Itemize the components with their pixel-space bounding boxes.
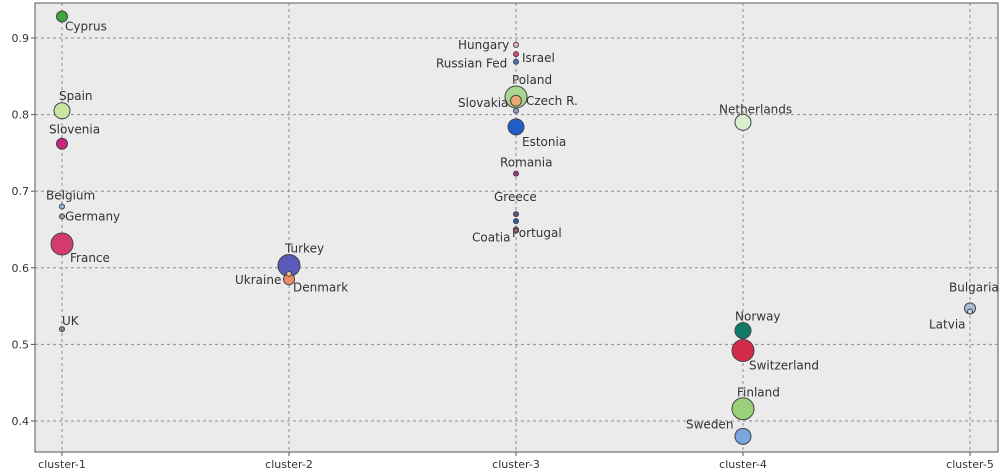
data-point (513, 107, 519, 114)
y-tick-label: 0.5 (12, 338, 30, 351)
data-point (734, 322, 752, 340)
point-label: Germany (65, 209, 120, 223)
point-label: Slovenia (49, 123, 100, 137)
data-point (734, 113, 752, 131)
data-point (734, 427, 752, 445)
data-point (59, 203, 65, 210)
point-label: Estonia (522, 135, 566, 149)
point-label: Ukraine (235, 273, 281, 287)
point-label: France (70, 251, 110, 265)
point-label: Sweden (686, 417, 733, 431)
data-point (731, 397, 755, 421)
point-label: Israel (522, 51, 555, 65)
data-point (513, 58, 519, 65)
grid-lines (35, 3, 998, 452)
point-label: Turkey (284, 242, 324, 256)
point-label: Coatia (472, 231, 510, 245)
x-tick-label: cluster-1 (38, 458, 86, 471)
x-tick-label: cluster-4 (719, 458, 767, 471)
data-point (513, 170, 519, 177)
point-label: Greece (494, 190, 537, 204)
x-tick-label: cluster-5 (946, 458, 994, 471)
y-tick-label: 0.9 (12, 32, 30, 45)
point-label: Netherlands (719, 102, 792, 116)
data-point (56, 10, 68, 23)
axes: 0.4 0.5 0.6 0.7 0.8 0.9 cluster-1 cluster-2 clus… (12, 32, 994, 471)
data-point (513, 51, 519, 58)
point-label: Portugal (512, 226, 562, 240)
point-label: Finland (737, 386, 780, 400)
y-tick-label: 0.7 (12, 185, 30, 198)
data-point (56, 137, 68, 150)
data-point (59, 326, 65, 333)
point-label: Belgium (46, 189, 95, 203)
point-label: Hungary (458, 38, 509, 52)
data-point (510, 94, 522, 107)
point-label: Norway (735, 310, 781, 324)
data-point (507, 118, 525, 136)
y-tick-label: 0.6 (12, 262, 30, 275)
x-tick-label: cluster-3 (492, 458, 540, 471)
data-point (59, 213, 65, 220)
point-labels: Cyprus Spain Slovenia Belgium Germany France U… (46, 20, 999, 432)
data-point (967, 308, 973, 315)
point-label: Bulgaria (949, 280, 999, 294)
data-point (513, 41, 519, 48)
point-label: Denmark (293, 280, 348, 294)
data-point (513, 211, 519, 218)
x-tick-label: cluster-2 (265, 458, 313, 471)
data-point (731, 339, 755, 363)
data-point (513, 226, 519, 233)
point-label: Poland (512, 73, 552, 87)
point-label: Switzerland (749, 359, 819, 373)
data-point (50, 232, 74, 256)
y-tick-label: 0.8 (12, 109, 30, 122)
point-label: Cyprus (65, 20, 107, 34)
data-point (286, 270, 292, 277)
point-label: Czech R. (526, 94, 578, 108)
point-label: Spain (59, 89, 93, 103)
point-label: Romania (500, 156, 552, 170)
y-tick-label: 0.4 (12, 415, 30, 428)
data-point (513, 218, 519, 225)
data-point (53, 102, 71, 120)
point-label: UK (62, 314, 80, 328)
point-label: Latvia (929, 317, 966, 331)
data-points (50, 10, 976, 445)
point-label: Russian Fed (436, 57, 507, 71)
point-label: Slovakia (458, 96, 508, 110)
